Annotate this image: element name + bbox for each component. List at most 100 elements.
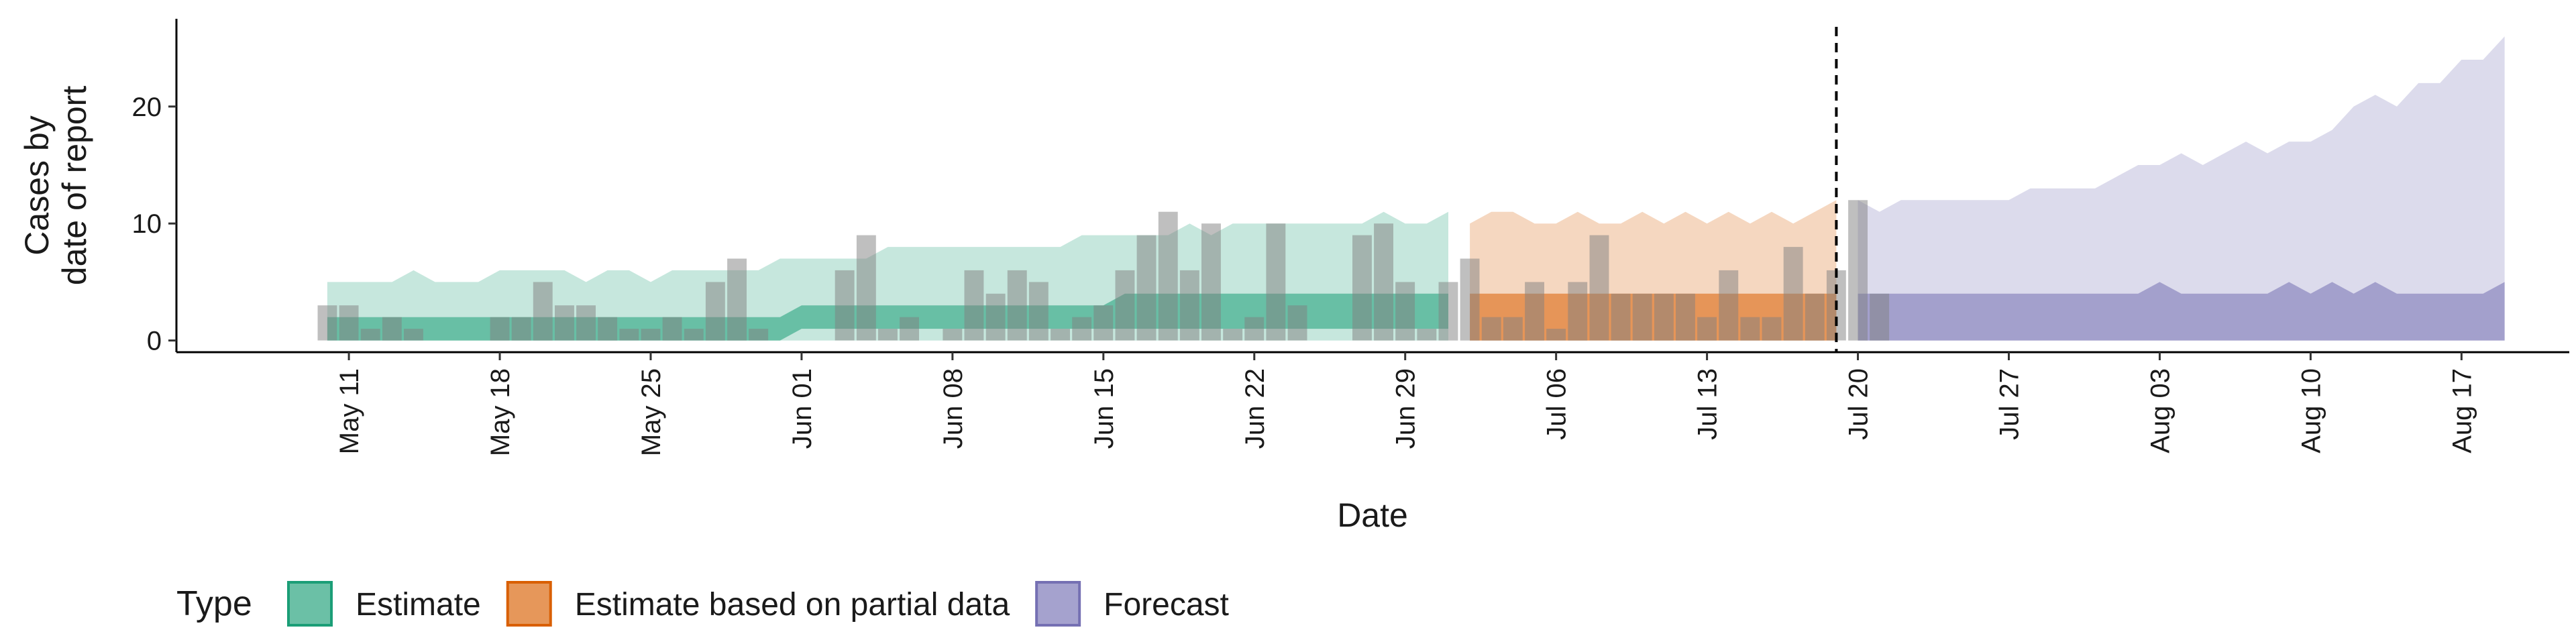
reported-cases-bar [1417, 329, 1437, 341]
x-tick-label: Jun 29 [1391, 368, 1421, 449]
reported-cases-bar [1072, 317, 1092, 341]
reported-cases-bar [1352, 235, 1372, 341]
legend-swatch-estimate [287, 581, 333, 627]
x-tick-label: May 25 [637, 368, 666, 456]
reported-cases-bar [1719, 270, 1739, 341]
reported-cases-bar [1158, 211, 1178, 341]
reported-cases-bar [1783, 247, 1803, 341]
y-axis-title: Cases by date of report [18, 86, 93, 286]
reported-cases-bar [943, 329, 963, 341]
reported-cases-bar [1287, 305, 1307, 341]
reported-cases-bar [1244, 317, 1265, 341]
reported-cases-bar [705, 282, 725, 341]
reported-cases-bar [1632, 293, 1652, 341]
reported-cases-bar [339, 305, 359, 341]
reported-cases-bar [900, 317, 919, 341]
reported-cases-bars [317, 200, 1890, 341]
x-tick-label: Jun 01 [788, 368, 817, 449]
reported-cases-bar [404, 329, 423, 341]
reported-cases-bar [1762, 317, 1782, 341]
ribbon-layer [327, 36, 2505, 341]
reported-cases-bar [1201, 223, 1221, 341]
reported-cases-bar [317, 305, 337, 341]
x-tick-label: Jul 13 [1693, 368, 1723, 440]
reported-cases-bar [490, 317, 510, 341]
reported-cases-bar [1568, 282, 1588, 341]
reported-cases-bar [1028, 282, 1049, 341]
reported-cases-bar [964, 270, 984, 341]
legend: Type Estimate Estimate based on partial da… [176, 581, 1229, 627]
reported-cases-bar [1481, 317, 1501, 341]
reported-cases-bar [1093, 305, 1114, 341]
reported-cases-bar [1525, 282, 1544, 341]
reported-cases-bar [1697, 317, 1717, 341]
reported-cases-bar [985, 293, 1006, 341]
reported-cases-bar [1589, 235, 1609, 341]
x-tick-label: May 18 [486, 368, 515, 456]
reported-cases-bar [555, 305, 574, 341]
reported-cases-bar [1546, 329, 1566, 341]
reported-cases-bar [1611, 293, 1631, 341]
reported-cases-bar [1179, 270, 1199, 341]
legend-label-estimate-based-on-partial-data: Estimate based on partial data [575, 587, 1010, 623]
forecast-outer-band [1858, 36, 2505, 341]
axes: 0 10 20 May 11 May 18 May 25 Jun 01 Jun 08 Jun 1… [132, 19, 2569, 456]
y-axis-title-line: date of report [56, 86, 93, 286]
reported-cases-bar [662, 317, 682, 341]
y-tick-label: 0 [147, 327, 162, 356]
reported-cases-bar [1654, 293, 1674, 341]
x-tick-label: Aug 10 [2296, 368, 2326, 453]
x-tick-label: Jul 27 [1994, 368, 2024, 440]
reported-cases-bar [1460, 258, 1480, 341]
reported-cases-bar [684, 329, 704, 341]
reported-cases-bar [1740, 317, 1760, 341]
reported-cases-bar [1848, 200, 1868, 341]
reported-cases-bar [1115, 270, 1135, 341]
legend-swatch-estimate-based-on-partial-data [506, 581, 552, 627]
y-tick-label: 20 [132, 93, 162, 122]
legend-label-estimate: Estimate [356, 587, 481, 623]
reported-cases-bar [382, 317, 402, 341]
x-tick-label: Jun 08 [938, 368, 968, 449]
reported-cases-bar [1805, 293, 1825, 341]
x-tick-label: Jul 06 [1542, 368, 1572, 440]
y-tick-label: 10 [132, 209, 162, 239]
legend-swatch-forecast [1035, 581, 1081, 627]
x-axis-title: Date [1337, 496, 1408, 534]
reported-cases-bar [1503, 317, 1523, 341]
legend-title: Type [176, 584, 252, 623]
reported-cases-bar [641, 329, 661, 341]
reported-cases-bar [598, 317, 618, 341]
reported-cases-bar [1395, 282, 1415, 341]
reported-cases-bar [1223, 329, 1243, 341]
x-tick-label: Jul 20 [1844, 368, 1874, 440]
reported-cases-bar [360, 329, 380, 341]
x-tick-label: Jun 22 [1240, 368, 1270, 449]
reported-cases-bar [835, 270, 855, 341]
reported-cases-bar [1438, 282, 1458, 341]
reported-cases-bar [727, 258, 747, 341]
reported-cases-bar [749, 329, 769, 341]
estimate-based-on-partial-data-inner-band [1470, 293, 1837, 341]
forecast-inner-band [1858, 282, 2505, 341]
reported-cases-bar [1676, 293, 1695, 341]
reported-cases-bar [576, 305, 596, 341]
reported-cases-bar [619, 329, 639, 341]
reported-cases-bar [511, 317, 531, 341]
x-tick-label: Jun 15 [1089, 368, 1119, 449]
x-tick-label: May 11 [335, 368, 364, 454]
x-tick-label: Aug 03 [2145, 368, 2175, 453]
reported-cases-bar [856, 235, 876, 341]
reported-cases-bar [878, 329, 898, 341]
reported-cases-bar [1051, 329, 1070, 341]
x-tick-label: Aug 17 [2447, 368, 2477, 453]
reported-cases-bar [1266, 223, 1286, 341]
legend-label-forecast: Forecast [1104, 587, 1229, 623]
reported-cases-bar [1374, 223, 1393, 341]
reported-cases-bar [1007, 270, 1027, 341]
y-axis-title-line: Cases by [18, 115, 56, 255]
reported-cases-bar [1136, 235, 1157, 341]
reported-cases-bar [1870, 293, 1890, 341]
reported-cases-bar [533, 282, 553, 341]
